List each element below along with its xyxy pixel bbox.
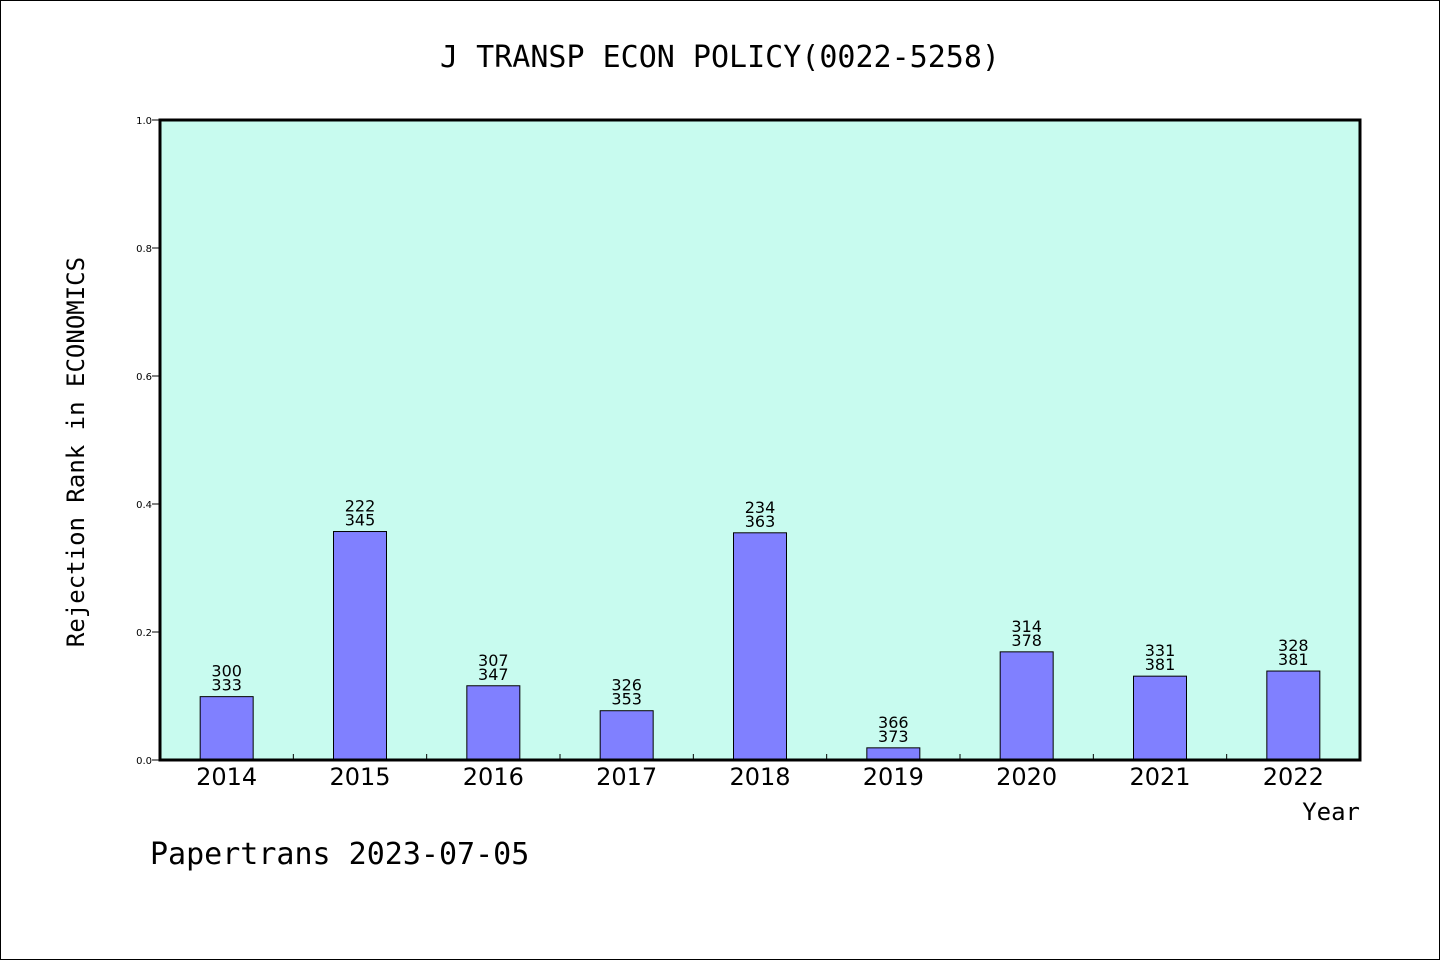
x-tick-label: 2014 <box>196 763 257 791</box>
x-tick-label: 2022 <box>1263 763 1324 791</box>
bar-label-top: 222 <box>345 497 376 516</box>
x-tick-label: 2016 <box>463 763 524 791</box>
x-tick-label: 2018 <box>729 763 790 791</box>
bar-label-top: 331 <box>1145 641 1176 660</box>
plot-border <box>158 118 1362 762</box>
bar-label-top: 314 <box>1011 617 1042 636</box>
bar <box>466 685 521 761</box>
bar <box>1133 675 1187 761</box>
bar-label-top: 234 <box>745 498 776 517</box>
bar <box>866 747 921 761</box>
bar <box>733 532 787 761</box>
bar-label-bottom: 347 <box>478 665 509 684</box>
bar <box>333 531 387 761</box>
bar-label-bottom: 363 <box>745 512 776 531</box>
bar-label-bottom: 373 <box>878 727 909 746</box>
bar <box>1266 670 1321 761</box>
bar <box>199 696 254 761</box>
y-tick-label: 0.8 <box>136 244 152 255</box>
y-tick-label: 1.0 <box>136 116 152 127</box>
bar-label-top: 300 <box>211 662 242 681</box>
y-axis-label: Rejection Rank in ECONOMICS <box>62 257 90 647</box>
x-tick-label: 2020 <box>996 763 1057 791</box>
x-tick-label: 2021 <box>1129 763 1190 791</box>
bar-label-bottom: 378 <box>1011 631 1042 650</box>
y-tick-label: 0.4 <box>136 500 152 511</box>
bar-label-top: 326 <box>611 676 642 695</box>
bar-label-top: 366 <box>878 713 909 732</box>
footer-text: Papertrans 2023-07-05 <box>150 837 529 872</box>
y-tick-label: 0.2 <box>136 628 152 639</box>
bar-label-bottom: 381 <box>1145 655 1176 674</box>
chart-title: J TRANSP ECON POLICY(0022-5258) <box>440 40 1000 75</box>
bar-label-bottom: 381 <box>1278 650 1309 669</box>
bar-label-bottom: 353 <box>611 690 642 709</box>
y-tick-label: 0.0 <box>136 756 152 767</box>
y-tick-label: 0.6 <box>136 372 152 383</box>
bar-label-bottom: 345 <box>345 511 376 530</box>
bar-label-top: 328 <box>1278 636 1309 655</box>
bar <box>599 710 654 761</box>
x-axis-label: Year <box>1302 798 1360 826</box>
bar-label-top: 307 <box>478 651 509 670</box>
x-tick-label: 2015 <box>329 763 390 791</box>
bar-label-bottom: 333 <box>211 676 242 695</box>
x-tick-label: 2019 <box>863 763 924 791</box>
bar <box>999 651 1054 761</box>
x-tick-label: 2017 <box>596 763 657 791</box>
